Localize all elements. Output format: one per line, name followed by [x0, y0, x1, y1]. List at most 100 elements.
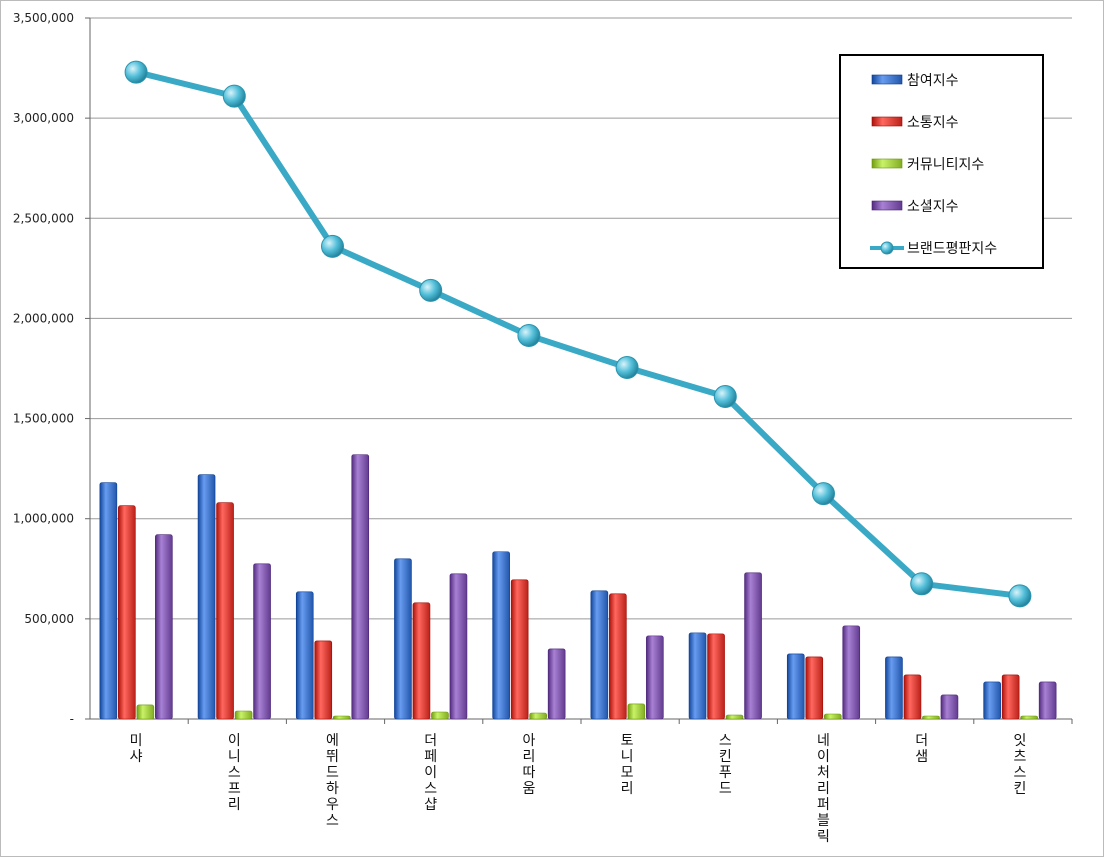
bar-참여지수-미샤	[99, 482, 118, 720]
bar-소셜지수-잇츠스킨	[1038, 681, 1057, 720]
legend-label-브랜드평판지수: 브랜드평판지수	[907, 241, 997, 257]
bar-참여지수-더페이스샵	[394, 558, 412, 720]
line-point-토니모리	[615, 355, 639, 379]
legend-label-소셜지수: 소셜지수	[907, 199, 959, 215]
bar-소셜지수-미샤	[155, 534, 173, 720]
bar-커뮤니티지수-더샘	[922, 715, 940, 720]
y-tick-label: 500,000	[24, 612, 74, 626]
bar-참여지수-토니모리	[590, 590, 609, 720]
bar-커뮤니티지수-스킨푸드	[725, 714, 744, 720]
bar-소통지수-잇츠스킨	[1001, 674, 1020, 720]
x-category-label-char: 킨	[719, 749, 732, 765]
y-tick-label: 3,000,000	[13, 111, 74, 125]
y-tick-label: -	[70, 712, 74, 726]
y-tick-label: 2,000,000	[13, 311, 74, 325]
x-category-label-char: 뛰	[326, 749, 339, 765]
bar-참여지수-더샘	[885, 656, 903, 720]
y-tick-label: 2,500,000	[13, 211, 74, 225]
x-category-label-char: 아	[522, 733, 535, 749]
x-category-label-char: 스	[1013, 765, 1026, 781]
x-category-label-char: 모	[621, 765, 634, 781]
legend-swatch-참여지수	[871, 74, 903, 85]
bar-소셜지수-에뛰드하우스	[351, 454, 370, 720]
legend-swatch-소통지수	[871, 116, 903, 127]
line-브랜드평판지수	[133, 69, 1023, 599]
bar-소통지수-토니모리	[609, 593, 627, 720]
x-category-label-char: 잇	[1013, 733, 1026, 749]
bar-소통지수-미샤	[118, 505, 136, 720]
bar-소통지수-더샘	[903, 674, 922, 720]
x-category-label-char: 이	[228, 733, 241, 749]
bar-참여지수-스킨푸드	[688, 632, 707, 720]
x-category-label-char: 리	[817, 781, 830, 797]
x-category-label-char: 에	[326, 733, 339, 749]
legend-label-소통지수: 소통지수	[907, 115, 959, 131]
bar-series	[99, 454, 1057, 720]
bar-소셜지수-이니스프리	[253, 563, 271, 720]
line-series	[124, 60, 1032, 608]
x-category-label-char: 우	[326, 797, 339, 813]
x-category-label-char: 페	[424, 749, 437, 765]
x-category-label-char: 리	[621, 781, 634, 797]
bar-소셜지수-더페이스샵	[449, 573, 468, 720]
x-category-label-char: 네	[817, 733, 830, 749]
x-category-label-char: 프	[228, 781, 241, 797]
line-point-아리따움	[517, 323, 541, 347]
x-category-label-char: 니	[621, 749, 634, 765]
bar-소통지수-스킨푸드	[707, 633, 725, 720]
y-tick-label: 3,500,000	[13, 11, 74, 25]
x-category-label-char: 하	[326, 781, 339, 797]
bar-커뮤니티지수-토니모리	[627, 703, 646, 720]
bar-소셜지수-네이처리퍼블릭	[842, 625, 861, 720]
line-point-이니스프리	[222, 84, 246, 108]
x-category-label-char: 스	[228, 765, 241, 781]
x-category-label-char: 드	[326, 765, 339, 781]
x-category-label-char: 킨	[1013, 781, 1026, 797]
x-category-label-char: 따	[522, 765, 535, 781]
bar-참여지수-에뛰드하우스	[295, 591, 314, 720]
x-category-label-char: 더	[424, 733, 437, 749]
bar-참여지수-잇츠스킨	[983, 681, 1001, 720]
bar-소통지수-에뛰드하우스	[314, 640, 333, 720]
y-axis: - 500,000 1,000,000 1,500,000 2,000,000 2,500…	[13, 11, 91, 726]
bar-커뮤니티지수-아리따움	[529, 712, 547, 720]
bar-소셜지수-더샘	[940, 694, 959, 720]
x-category-label-char: 샵	[424, 797, 437, 813]
x-category-label-char: 푸	[719, 765, 732, 781]
x-category-label-char: 리	[228, 797, 241, 813]
x-category-label-char: 움	[522, 781, 535, 797]
line-point-더샘	[910, 572, 934, 596]
legend-label-참여지수: 참여지수	[907, 73, 959, 89]
y-tick-label: 1,000,000	[13, 512, 74, 526]
line-point-에뛰드하우스	[321, 234, 344, 258]
bar-커뮤니티지수-에뛰드하우스	[332, 715, 351, 720]
legend-swatch-소셜지수	[871, 200, 903, 211]
y-tick-label: 1,500,000	[13, 412, 74, 426]
bar-커뮤니티지수-네이처리퍼블릭	[823, 713, 842, 720]
line-point-미샤	[124, 60, 148, 84]
bar-참여지수-이니스프리	[197, 474, 216, 720]
line-point-네이처리퍼블릭	[812, 482, 835, 506]
x-category-label-char: 스	[424, 781, 437, 797]
x-category-label-char: 샘	[915, 749, 928, 765]
bar-커뮤니티지수-이니스프리	[234, 710, 253, 720]
x-category-label-char: 더	[915, 733, 928, 749]
x-category-label-char: 미	[130, 733, 143, 749]
bar-소통지수-더페이스샵	[412, 602, 431, 720]
line-point-더페이스샵	[419, 278, 443, 302]
x-category-label-char: 릭	[817, 829, 830, 845]
x-category-label-char: 퍼	[817, 797, 830, 813]
x-category-label-char: 스	[719, 733, 732, 749]
bar-소통지수-이니스프리	[216, 502, 234, 720]
line-point-잇츠스킨	[1008, 584, 1032, 608]
x-category-label-char: 이	[817, 749, 830, 765]
x-category-label-char: 니	[228, 749, 241, 765]
bar-소통지수-아리따움	[510, 579, 529, 720]
bar-소셜지수-스킨푸드	[744, 572, 762, 720]
bar-참여지수-아리따움	[492, 551, 510, 720]
x-category-label-char: 리	[522, 749, 535, 765]
x-category-label-char: 블	[817, 813, 830, 829]
